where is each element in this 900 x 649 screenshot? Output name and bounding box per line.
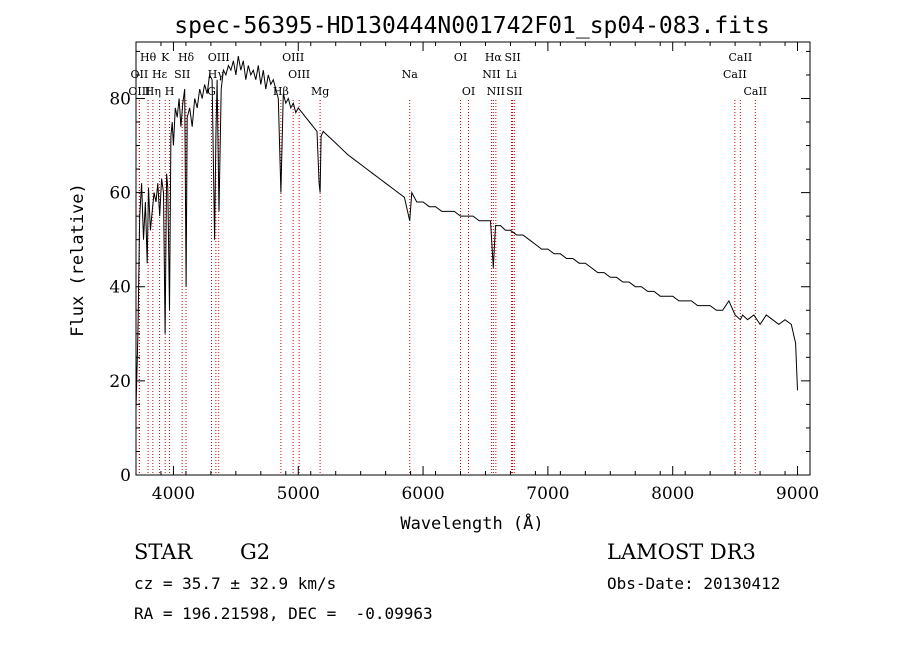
object-class: STAR [134,540,193,564]
spectrum-line [135,56,798,410]
axes: 4000 5000 6000 7000 8000 9000 0 20 40 60 80 [109,42,819,504]
spectral-line-label: OI [462,85,475,98]
spectral-line-label: NII [482,68,500,81]
spectral-line-label: Mg [311,85,329,98]
spectral-line-label: CaII [743,85,767,98]
spectral-line-label: SII [504,51,520,64]
spectral-line-label: OIII [128,85,150,98]
redshift-cz: cz = 35.7 ± 32.9 km/s [134,574,337,593]
x-tick-label: 6000 [401,484,444,504]
spectral-line-label: K [161,51,170,64]
x-axis-label: Wavelength (Å) [400,512,543,534]
spectral-line-label: Hγ [208,68,225,81]
survey-name: LAMOST DR3 [607,540,756,564]
ra-dec-coordinates: RA = 196.21598, DEC = -0.09963 [134,604,433,623]
spectral-line-label: OIII [282,51,304,64]
y-tick-label: 20 [109,372,131,392]
spectral-line-label: OI [454,51,467,64]
spectral-line-label: H [165,85,175,98]
y-tick-label: 60 [109,184,131,204]
spectral-line-label: G [207,85,216,98]
y-axis-label: Flux (relative) [68,183,88,337]
spectral-line-label: OIII [208,51,230,64]
x-tick-label: 5000 [277,484,320,504]
spectral-line-label: CaII [729,51,753,64]
x-tick-label: 7000 [526,484,569,504]
spectral-line-label: Hθ [140,51,157,64]
spectral-line-label: Hε [152,68,168,81]
spectral-line-label: Li [506,68,517,81]
object-subclass: G2 [240,540,271,564]
y-tick-label: 80 [109,89,131,109]
spectral-line-label: CaII [723,68,747,81]
observation-date: Obs-Date: 20130412 [607,574,781,593]
spectrum-series [135,56,798,410]
x-tick-label: 8000 [651,484,694,504]
y-tick-label: 0 [120,466,131,486]
y-tick-label: 40 [109,278,131,298]
chart-title: spec-56395-HD130444N001742F01_sp04-083.f… [174,13,769,39]
spectral-line-label: NII [487,85,505,98]
spectral-line-label: Hη [145,85,161,98]
plot-frame [135,41,811,476]
x-tick-label: 4000 [152,484,195,504]
x-tick-label: 9000 [776,484,819,504]
spectral-line-label: Hδ [178,51,195,64]
spectral-line-label: SII [174,68,190,81]
spectral-line-label: Hα [485,51,503,64]
spectral-line-label: SII [506,85,522,98]
spectral-line-label: OIII [288,68,310,81]
spectral-line-label: Na [402,68,419,81]
